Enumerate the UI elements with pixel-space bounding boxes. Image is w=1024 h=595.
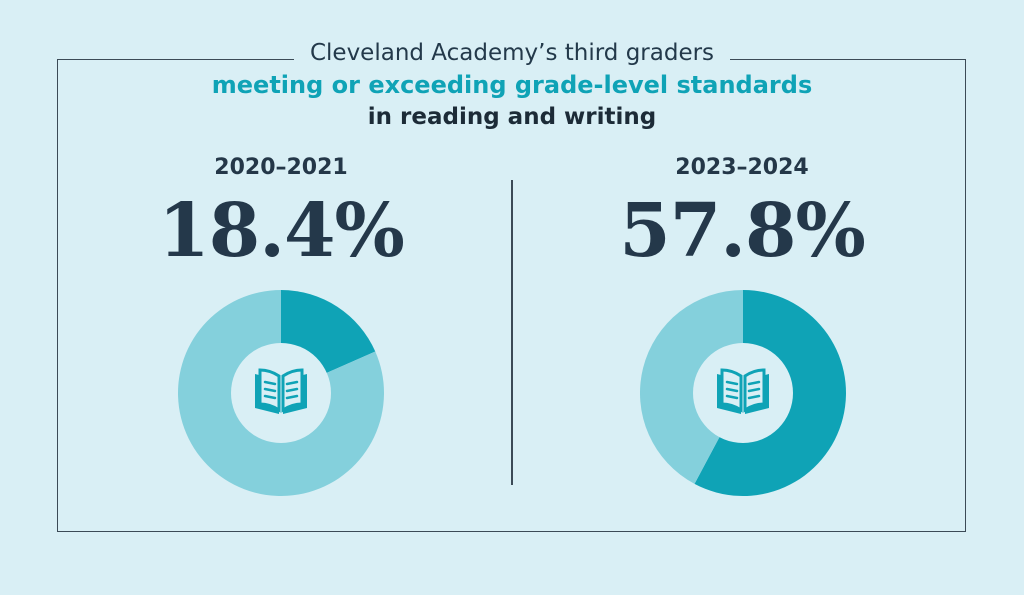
donut-slice-remaining	[178, 290, 384, 496]
open-book-icon	[717, 368, 769, 414]
donut-chart-2020-2021	[178, 290, 384, 496]
year-label-2020-2021: 2020–2021	[214, 155, 348, 180]
percent-value-2020-2021: 18.4%	[158, 188, 405, 274]
title-line-1: Cleveland Academy’s third graders	[293, 38, 731, 68]
donut-hole	[693, 343, 793, 443]
title-line-3: in reading and writing	[367, 104, 657, 130]
donut-hole	[231, 343, 331, 443]
donut-chart-2023-2024	[640, 290, 846, 496]
title-line-2: meeting or exceeding grade-level standar…	[211, 71, 813, 99]
chart-title: Cleveland Academy’s third graders meetin…	[0, 38, 1024, 132]
panel-divider	[511, 180, 513, 485]
year-label-2023-2024: 2023–2024	[675, 155, 809, 180]
open-book-icon	[255, 368, 307, 414]
percent-value-2023-2024: 57.8%	[619, 188, 866, 274]
